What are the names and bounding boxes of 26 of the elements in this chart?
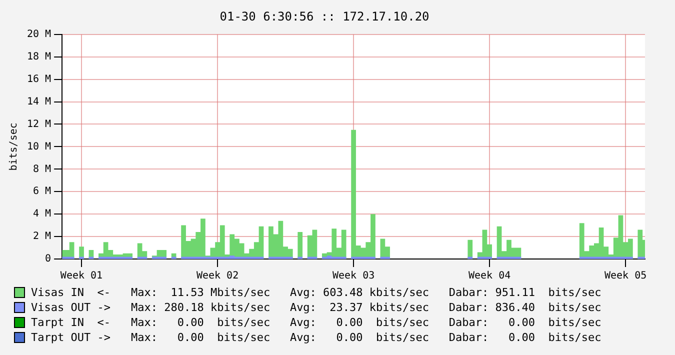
y-tick-label: 10 M	[26, 141, 52, 152]
legend-label: Tarpt OUT ->	[31, 330, 112, 345]
y-tick-label: 2 M	[33, 231, 52, 242]
y-tick-label: 6 M	[33, 186, 52, 198]
x-tick-label: Week 01	[60, 270, 103, 282]
text: Max: 0.00 bits/sec Avg: 0.00 bits/sec Dabar: 0.00 bits/sec	[131, 315, 602, 330]
y-tick-label: 4 M	[33, 208, 52, 220]
y-tick-label: 0	[45, 254, 52, 265]
y-tick-label: 8 M	[33, 164, 52, 175]
legend-label: Visas OUT ->	[31, 300, 112, 315]
x-tick-label: Week 03	[332, 270, 375, 282]
text: Max: 11.53 Mbits/sec Avg: 603.48 kbits/sec Dabar: 951.11 bits/sec	[131, 285, 602, 300]
chart-title: 01-30 6:30:56 :: 172.17.10.20	[220, 9, 430, 24]
x-tick-label: Week 02	[196, 270, 239, 282]
legend-label: Tarpt IN <-	[31, 315, 112, 330]
y-tick-label: 16 M	[26, 74, 52, 85]
y-tick-label: 14 M	[26, 96, 52, 108]
y-tick-label: 20 M	[26, 28, 52, 40]
y-tick-label: 18 M	[26, 51, 52, 62]
y-axis-title: bits/sec	[8, 122, 20, 171]
text: Max: 0.00 bits/sec Avg: 0.00 bits/sec Dabar: 0.00 bits/sec	[131, 330, 602, 345]
y-tick-label: 12 M	[26, 118, 52, 130]
x-tick-label: Week 04	[468, 270, 511, 282]
legend-label: Visas IN <-	[31, 285, 112, 300]
x-tick-label: Week 05	[604, 270, 647, 282]
text: Max: 280.18 kbits/sec Avg: 23.37 kbits/sec Dabar: 836.40 bits/sec	[131, 300, 602, 315]
